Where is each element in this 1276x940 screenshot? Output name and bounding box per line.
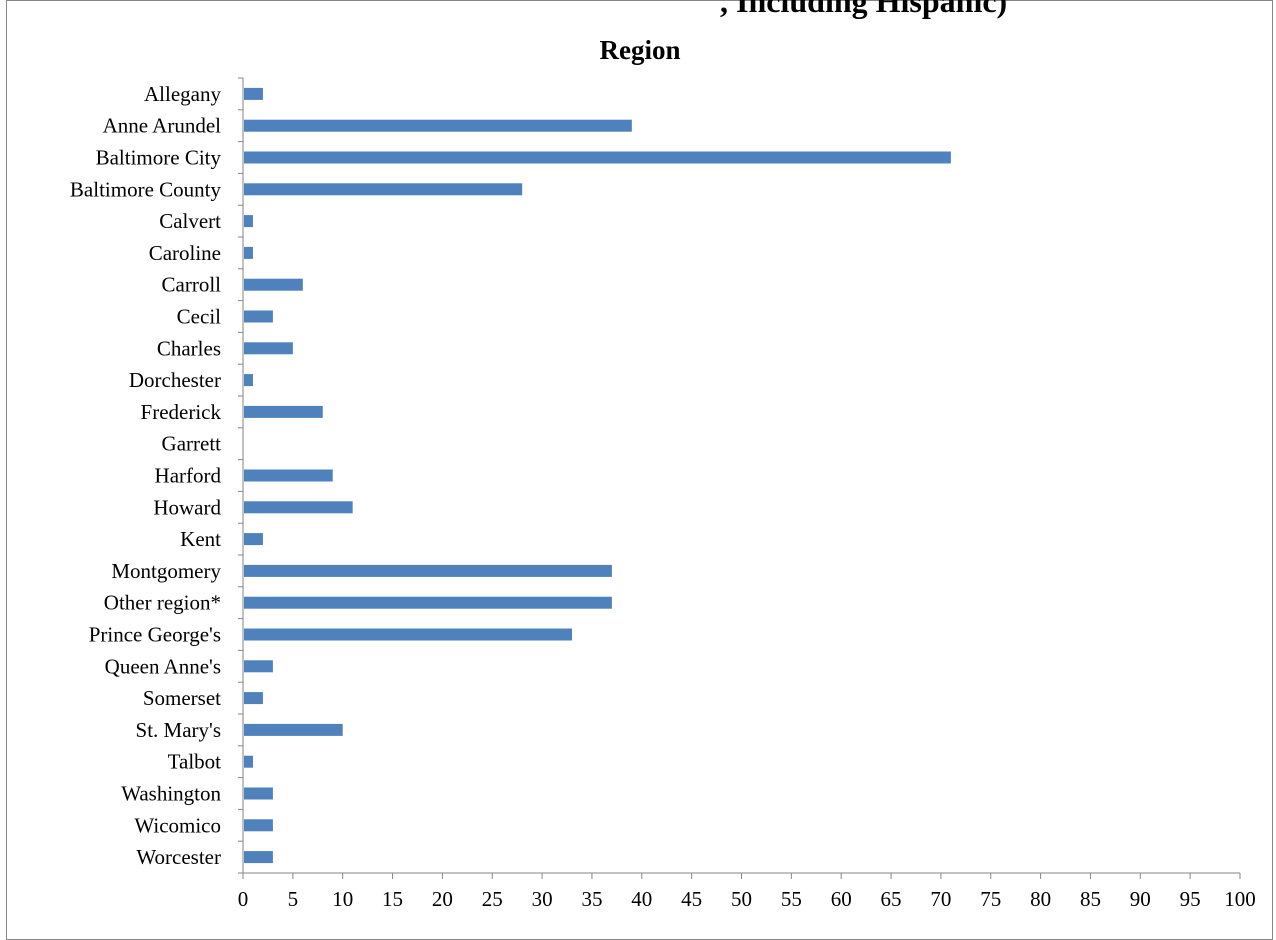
bar <box>244 119 632 132</box>
x-tick-label: 10 <box>332 887 353 911</box>
category-label: Howard <box>153 495 221 519</box>
x-tick-label: 55 <box>781 887 802 911</box>
x-tick-label: 75 <box>980 887 1001 911</box>
bar <box>244 342 293 355</box>
category-label: St. Mary's <box>136 718 221 742</box>
x-tick-label: 90 <box>1130 887 1151 911</box>
bar <box>244 819 273 832</box>
category-label: Talbot <box>168 750 222 774</box>
axes <box>238 77 1241 879</box>
category-label: Dorchester <box>129 368 221 392</box>
category-label: Cecil <box>177 305 221 329</box>
bar <box>244 469 333 482</box>
bar <box>244 405 323 418</box>
bar <box>244 660 273 673</box>
category-label: Queen Anne's <box>105 654 221 678</box>
x-tick-label: 25 <box>482 887 503 911</box>
category-label: Garrett <box>162 432 222 456</box>
cut-off-page-title: , Including Hispanic) <box>720 0 1008 19</box>
bar <box>244 215 253 228</box>
category-label: Carroll <box>162 273 222 297</box>
bar <box>244 755 253 768</box>
category-label: Harford <box>155 464 222 488</box>
bar <box>244 310 273 323</box>
category-label: Worcester <box>136 845 221 869</box>
bar <box>244 596 612 609</box>
category-labels: Allegany Anne Arundel Baltimore City Baltim… <box>70 82 222 869</box>
x-tick-label: 35 <box>581 887 602 911</box>
category-label: Anne Arundel <box>103 114 222 138</box>
x-tick-label: 5 <box>288 887 299 911</box>
bar <box>244 183 523 196</box>
category-label: Somerset <box>143 686 221 710</box>
x-tick-label: 50 <box>731 887 752 911</box>
bar <box>244 851 273 864</box>
x-tick-label: 95 <box>1180 887 1201 911</box>
x-tick-label: 100 <box>1224 887 1256 911</box>
category-label: Other region* <box>104 591 221 615</box>
chart-title: Region <box>600 35 681 65</box>
category-label: Calvert <box>159 209 221 233</box>
bar <box>244 692 263 705</box>
category-label: Baltimore County <box>70 177 222 201</box>
category-label: Frederick <box>141 400 222 424</box>
x-tick-label: 30 <box>532 887 553 911</box>
bar <box>244 533 263 546</box>
bar <box>244 374 253 387</box>
bar <box>244 151 951 164</box>
bar <box>244 87 263 100</box>
category-label: Montgomery <box>111 559 221 583</box>
x-tick-label: 45 <box>681 887 702 911</box>
bar <box>244 501 353 514</box>
category-label: Allegany <box>144 82 221 106</box>
x-tick-label: 85 <box>1080 887 1101 911</box>
category-label: Prince George's <box>89 623 221 647</box>
x-tick-label: 65 <box>881 887 902 911</box>
bar <box>244 246 253 259</box>
x-tick-label: 70 <box>930 887 951 911</box>
x-tick-label: 20 <box>432 887 453 911</box>
x-tick-label: 40 <box>631 887 652 911</box>
x-tick-label: 0 <box>238 887 249 911</box>
bar <box>244 564 612 577</box>
x-tick-labels: 0 5 10 15 20 25 30 35 40 45 50 55 60 65 70 75 80 85 90 95 10… <box>238 887 1256 911</box>
bars <box>244 87 951 864</box>
category-label: Washington <box>121 782 221 806</box>
category-label: Charles <box>157 336 221 360</box>
category-label: Kent <box>180 527 221 551</box>
x-tick-label: 15 <box>382 887 403 911</box>
category-label: Wicomico <box>134 813 221 837</box>
x-tick-label: 60 <box>831 887 852 911</box>
x-tick-label: 80 <box>1030 887 1051 911</box>
bar <box>244 787 273 800</box>
bar <box>244 723 343 736</box>
bar <box>244 278 303 291</box>
bar <box>244 628 573 641</box>
category-label: Baltimore City <box>96 146 222 170</box>
category-label: Caroline <box>149 241 221 265</box>
